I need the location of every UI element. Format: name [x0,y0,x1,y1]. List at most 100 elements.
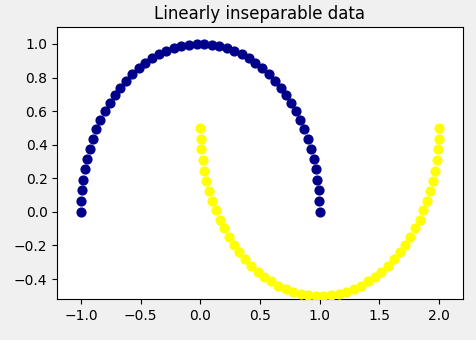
Point [192,41,200,47]
Point [422,198,430,204]
Point [196,125,204,131]
Point [79,177,87,183]
Point [433,147,441,152]
Point [383,263,391,268]
Point [116,85,124,90]
Point [253,269,261,274]
Point [78,188,86,193]
Point [155,52,163,57]
Point [148,56,156,61]
Point [327,292,334,298]
Point [177,44,185,49]
Point [274,283,282,288]
Point [307,146,314,152]
Point [349,286,357,292]
Point [319,293,327,299]
Point [428,178,436,184]
Point [134,66,142,71]
Point [264,71,272,77]
Point [281,286,289,292]
Point [197,147,205,152]
Point [287,100,294,106]
Point [106,100,113,106]
Point [311,293,319,299]
Point [241,256,248,262]
Point [282,92,289,98]
Point [342,289,349,294]
Point [270,78,278,83]
Point [230,48,238,54]
Point [315,209,323,215]
Point [162,48,170,54]
Point [288,289,296,294]
Point [237,52,245,57]
Point [83,156,91,162]
Point [223,46,230,51]
Point [251,60,259,66]
Point [215,217,223,222]
Point [247,263,255,268]
Point [406,234,413,239]
Point [395,250,403,255]
Point [101,109,109,114]
Point [200,168,208,173]
Point [86,146,93,152]
Point [211,208,219,213]
Point [426,188,433,194]
Point [401,242,408,248]
Point [309,156,317,162]
Point [334,291,342,296]
Point [267,279,275,284]
Point [304,292,311,298]
Point [96,118,104,123]
Point [77,209,85,215]
Point [370,274,378,279]
Point [389,256,397,262]
Point [215,44,223,49]
Point [303,136,311,142]
Point [185,42,192,48]
Point [141,60,149,66]
Point [258,66,266,71]
Point [315,199,322,204]
Point [128,71,136,77]
Point [89,136,97,142]
Point [300,127,307,132]
Point [110,92,118,98]
Point [291,109,299,114]
Point [169,46,177,51]
Point [235,250,243,255]
Point [208,198,216,204]
Point [200,41,208,47]
Point [311,167,319,172]
Point [415,217,423,222]
Point [202,178,210,184]
Point [220,226,228,231]
Point [208,42,215,48]
Point [363,279,371,284]
Title: Linearly inseparable data: Linearly inseparable data [154,5,365,23]
Point [430,168,438,173]
Point [78,199,85,204]
Point [434,136,441,141]
Point [377,269,385,274]
Point [296,118,304,123]
Point [260,274,268,279]
Point [434,125,442,131]
Point [419,208,426,213]
Point [244,56,252,61]
Point [296,291,304,296]
Point [314,188,322,193]
Point [197,136,204,141]
Point [198,157,206,163]
Point [225,234,232,239]
Point [410,226,418,231]
Point [432,157,439,163]
Point [205,188,212,194]
Point [276,85,284,90]
Point [92,127,100,132]
Point [81,167,89,172]
Point [122,78,129,83]
Point [356,283,364,288]
Point [313,177,320,183]
